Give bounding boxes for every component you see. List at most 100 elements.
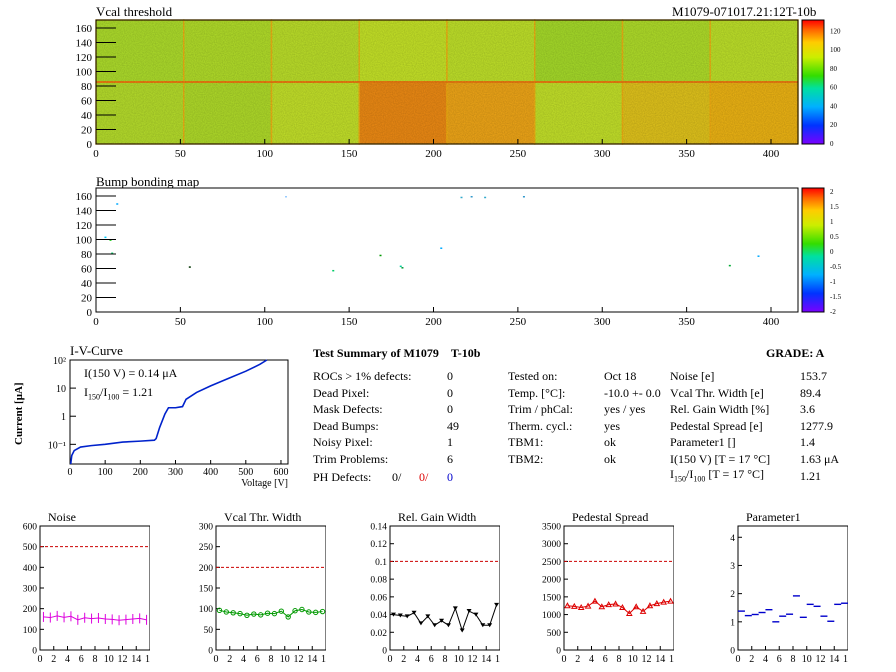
map-x-tick: 300 [594, 316, 611, 328]
bump-defect-point [401, 267, 404, 269]
chart-y-tick: 0 [730, 647, 735, 657]
map-x-tick: 150 [341, 316, 358, 328]
map-x-tick: 150 [341, 148, 358, 160]
summary-value: 6 [447, 451, 453, 466]
scale-label: 0 [830, 248, 834, 256]
scale-label: 20 [830, 121, 838, 129]
chart-x-tick: 2 [401, 654, 406, 665]
chart-point [459, 628, 465, 633]
chart-x-tick: 16 [669, 654, 674, 665]
summary-label: Parameter1 [] [670, 435, 736, 449]
bump-defects [104, 196, 760, 272]
summary-label: TBM1: [508, 435, 544, 449]
ratio-label: I150/I100 [T = 17 °C] [670, 467, 765, 484]
summary-label: Vcal Thr. Width [e] [670, 385, 764, 400]
bump-defect-point [728, 264, 731, 267]
chart-point [278, 608, 285, 614]
iv-annotation-current: I(150 V) = 0.14 μA [84, 366, 178, 380]
chart-0: 02468101214160100200300400500600 [23, 523, 150, 665]
chart-x-tick: 8 [791, 654, 796, 665]
ph-defects-value-1: 0/ [392, 470, 402, 484]
grade: GRADE: A [766, 346, 825, 360]
chart-frame [215, 525, 326, 651]
chart-x-tick: 14 [131, 654, 141, 665]
summary-value: 0 [447, 369, 453, 383]
chart-y-tick: 400 [23, 564, 38, 574]
chart-x-tick: 8 [93, 654, 98, 665]
summary-label: Dead Pixel: [313, 385, 370, 400]
summary-value: yes [604, 418, 620, 433]
vcal-heatmap-texture [96, 20, 798, 144]
chart-y-tick: 300 [199, 523, 214, 533]
chart-point [285, 614, 291, 620]
map-x-tick: 400 [763, 148, 780, 160]
chart-x-tick: 10 [280, 654, 290, 665]
iv-curve [69, 359, 268, 465]
map-y-tick: 0 [87, 139, 93, 151]
chart-point [667, 597, 674, 604]
chart-x-tick: 8 [617, 654, 622, 665]
summary-value: yes / yes [604, 402, 646, 416]
chart-title: Pedestal Spread [572, 510, 649, 524]
chart-frame [389, 525, 500, 651]
chart-point [612, 600, 619, 607]
summary-label: Pedestal Spread [e] [670, 418, 763, 433]
chart-point [639, 607, 647, 614]
chart-point [570, 602, 578, 609]
bump-defect-point [188, 266, 191, 268]
bump-defect-point [285, 196, 287, 198]
iv-x-tick: 200 [133, 467, 148, 478]
chart-x-tick: 10 [802, 654, 812, 665]
bump-defect-point [440, 247, 443, 249]
chart-x-tick: 14 [481, 654, 491, 665]
chart-y-tick: 2 [730, 590, 735, 600]
chart-1: 0246810121416050100150200250300 [199, 523, 326, 665]
chart-x-tick: 6 [777, 654, 782, 665]
chart-series-line [219, 608, 323, 618]
bump-color-scale [802, 188, 824, 312]
summary-value: 1 [447, 435, 453, 449]
map-y-tick: 160 [76, 191, 93, 203]
scale-label: 0.5 [830, 233, 839, 241]
summary-label: I(150 V) [T = 17 °C] [670, 451, 771, 466]
chart-frame [737, 525, 848, 651]
chart-point [466, 609, 472, 614]
chart-y-tick: 0 [556, 647, 561, 657]
vcal-map-frame [95, 19, 799, 145]
chart-x-tick: 10 [628, 654, 638, 665]
chart-x-tick: 16 [495, 654, 500, 665]
iv-y-tick: 10² [53, 356, 66, 367]
chart-y-tick: 500 [547, 629, 562, 639]
chart-y-tick: 200 [23, 605, 38, 615]
chart-title: Vcal Thr. Width [224, 510, 302, 524]
bump-defect-point [757, 255, 760, 257]
bump-defect-point [104, 236, 107, 239]
chart-x-tick: 2 [575, 654, 580, 665]
chart-point [487, 623, 493, 628]
bump-defect-point [116, 203, 119, 205]
iv-y-tick: 10⁻¹ [48, 440, 66, 451]
map-y-tick: 140 [76, 206, 93, 218]
chart-y-tick: 150 [199, 585, 214, 595]
chart-point [473, 612, 479, 617]
chart-series-line [393, 604, 498, 633]
map-x-tick: 250 [510, 316, 527, 328]
chart-x-tick: 12 [642, 654, 652, 665]
chart-x-tick: 0 [214, 654, 219, 665]
summary-label: Trim Problems: [313, 451, 389, 466]
module-id-title: M1079-071017.21:12T-10b [672, 4, 817, 19]
chart-point [445, 623, 451, 628]
summary-value: 153.7 [800, 369, 827, 383]
chart-point [632, 603, 640, 610]
map-y-tick: 100 [76, 235, 93, 247]
chart-x-tick: 4 [65, 654, 70, 665]
chart-x-tick: 4 [589, 654, 594, 665]
chart-y-tick: 50 [204, 626, 214, 636]
summary-value: 0 [447, 402, 453, 416]
chart-x-tick: 4 [763, 654, 768, 665]
summary-value: ok [604, 435, 616, 449]
scale-label: -2 [830, 308, 836, 316]
map-x-tick: 400 [763, 316, 780, 328]
summary-label: Tested on: [508, 369, 558, 383]
chart-series-line [567, 600, 671, 615]
